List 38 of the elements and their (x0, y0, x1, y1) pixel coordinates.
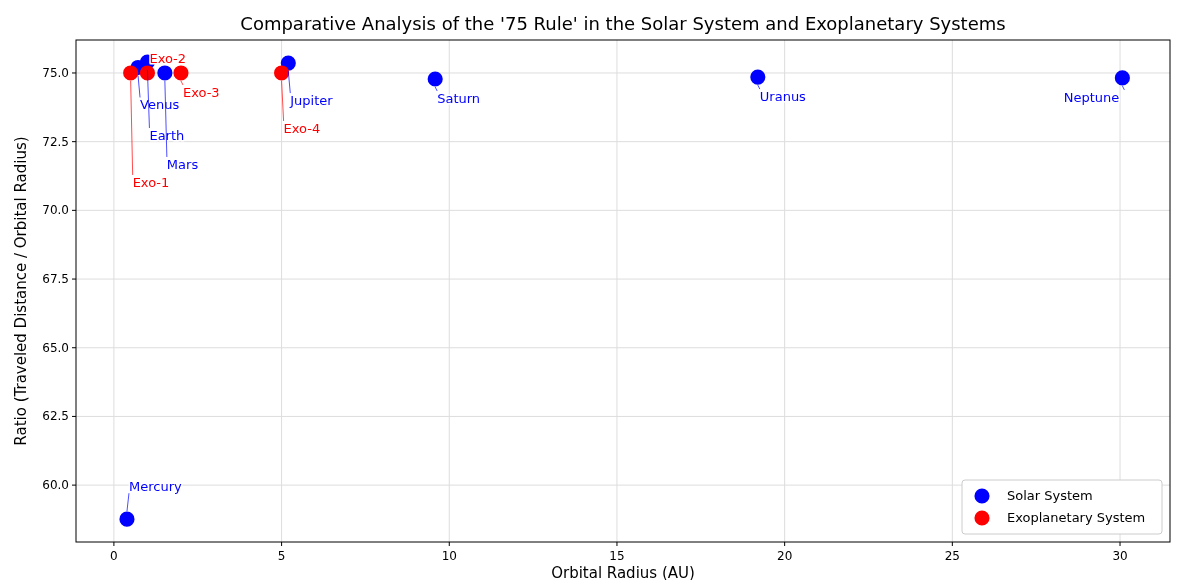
annotation: Exo-4 (283, 120, 321, 136)
annotation: Neptune (1063, 89, 1120, 105)
x-tick-label: 30 (1112, 549, 1128, 563)
y-tick-label: 65.0 (42, 340, 69, 355)
y-tick-label: 70.0 (42, 203, 69, 218)
annotation: Mars (166, 156, 199, 172)
y-tick-label: 75.0 (42, 65, 69, 80)
x-tick-label: 20 (777, 549, 793, 563)
annotation: Exo-1 (132, 174, 170, 190)
legend-label: Solar System (1007, 488, 1093, 503)
annotation: Earth (149, 127, 185, 143)
point (139, 65, 155, 81)
point (1114, 70, 1130, 86)
x-axis-title: Orbital Radius (AU) (551, 564, 695, 582)
x-tick-label: 25 (944, 549, 960, 563)
annotation: Mercury (128, 479, 182, 495)
y-axis-title: Ratio (Traveled Distance / Orbital Radius) (12, 136, 30, 446)
annotation: Uranus (759, 89, 807, 105)
point (123, 65, 139, 81)
point (427, 71, 443, 87)
point (750, 69, 766, 85)
x-tick-label: 0 (110, 549, 118, 563)
y-tick-label: 60.0 (42, 478, 69, 493)
point (274, 65, 290, 81)
y-tick-label: 62.5 (42, 409, 69, 424)
x-tick-label: 10 (441, 549, 457, 563)
y-tick-label: 72.5 (42, 134, 69, 149)
annotation: Saturn (437, 91, 481, 107)
annotation: Jupiter (289, 93, 334, 109)
point (157, 65, 173, 81)
chart-title: Comparative Analysis of the '75 Rule' in the Solar System and Exoplanetary Systems (240, 13, 1006, 34)
annotation: Exo-3 (182, 84, 220, 100)
x-tick-label: 5 (277, 549, 286, 563)
legend-label: Exoplanetary System (1007, 510, 1146, 525)
point (119, 511, 135, 527)
point (173, 65, 189, 81)
y-tick-label: 67.5 (42, 272, 69, 287)
x-tick-label: 15 (609, 549, 625, 563)
